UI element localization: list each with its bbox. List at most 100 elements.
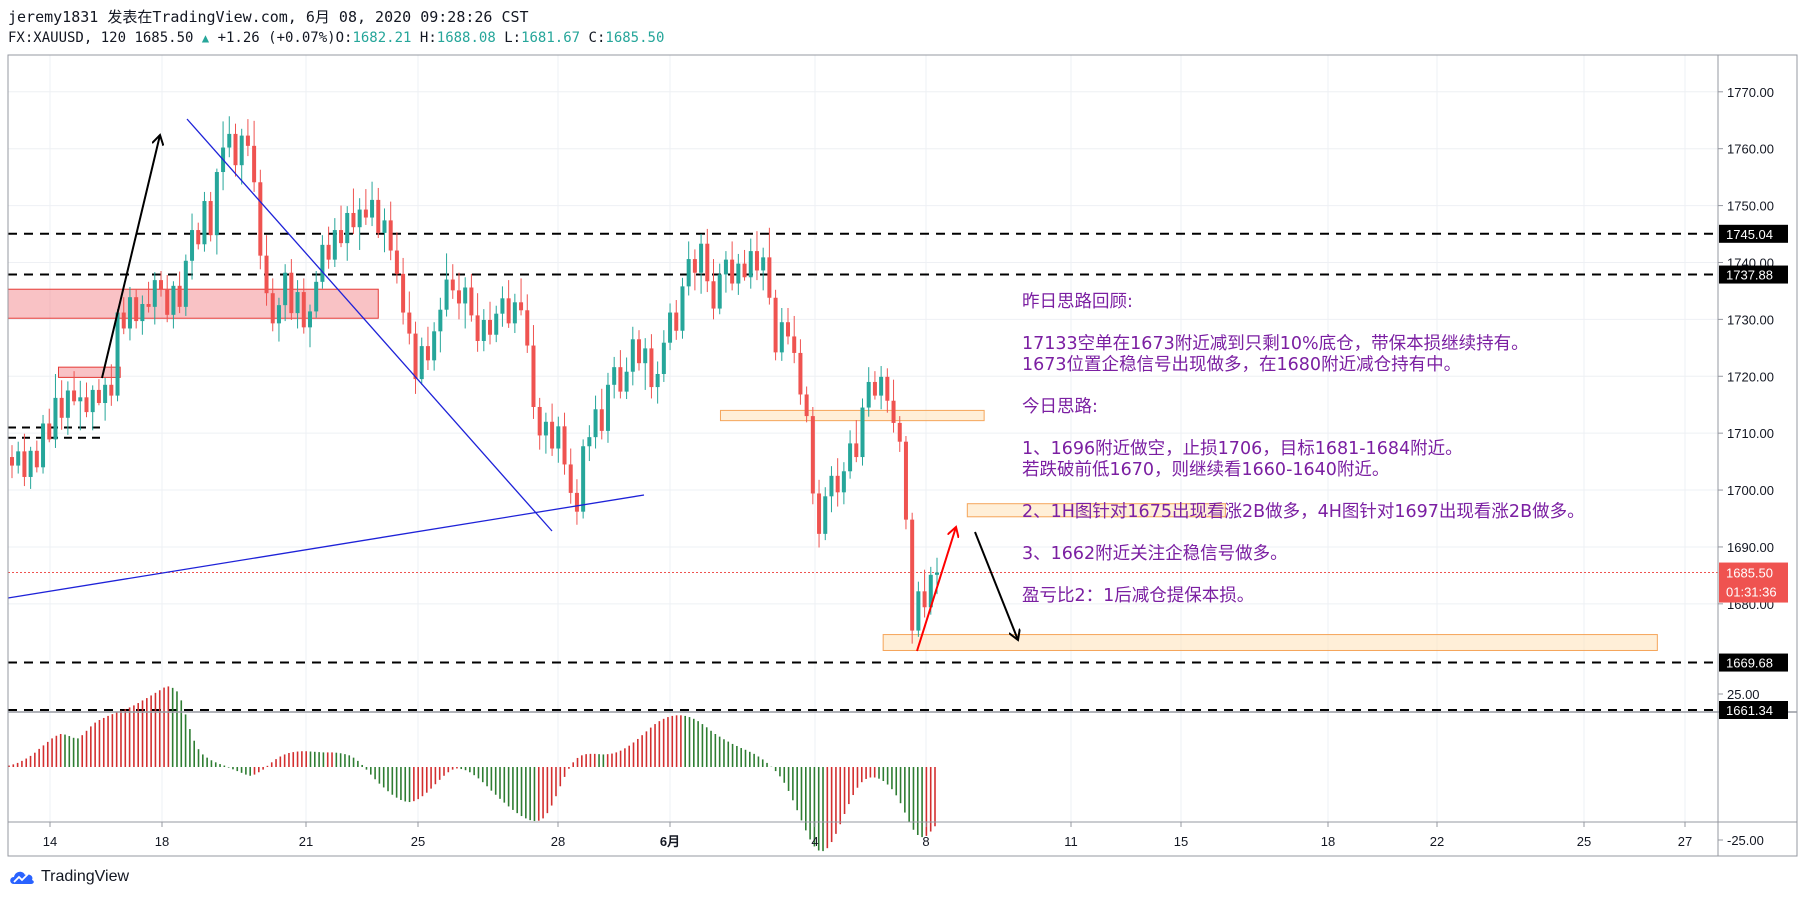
candle-body (587, 437, 592, 447)
candle-body (109, 384, 114, 396)
level-label-bg (1719, 224, 1788, 243)
notes-item-1a: 1、1696附近做空，止损1706，目标1681-1684附近。 (1022, 439, 1463, 459)
x-tick-label: 8 (922, 834, 929, 849)
candle-body (910, 519, 915, 631)
zone-box (57, 366, 121, 378)
last-price: 1685.50 (134, 30, 194, 46)
candle-body (363, 209, 368, 218)
candle-body (177, 285, 182, 307)
candle-body (668, 312, 673, 343)
candle-body (456, 290, 461, 304)
candle-body (115, 312, 120, 396)
notes-review-2: 1673位置企稳信号出现做多，在1680附近减仓持有中。 (1022, 355, 1462, 375)
x-tick-label: 14 (43, 834, 57, 849)
candle-body (59, 397, 64, 418)
close-label: C: (588, 30, 606, 46)
candle-body (370, 199, 375, 218)
x-tick-label: 6月 (660, 834, 680, 849)
candle-body (512, 302, 517, 324)
level-label: 1745.04 (1726, 227, 1773, 242)
candle-body (543, 421, 548, 436)
candle-body (761, 257, 766, 271)
candle-body (903, 441, 908, 520)
candle-body (196, 230, 201, 245)
candle-body (22, 451, 27, 477)
candle-body (475, 315, 480, 341)
candle-body (53, 397, 58, 440)
candle-body (208, 201, 213, 236)
candle-body (165, 289, 170, 315)
candle-body (872, 381, 877, 396)
zone-box (882, 634, 1658, 651)
candle-body (351, 212, 356, 228)
candle-body (283, 272, 288, 306)
candle-body (786, 322, 791, 337)
notes-today-title: 今日思路: (1022, 397, 1098, 417)
notes-title: 昨日思路回顾: (1022, 292, 1133, 312)
candle-body (711, 281, 716, 309)
y-tick-label: 1710.00 (1727, 426, 1774, 441)
candle-body (742, 263, 747, 278)
candle-body (537, 406, 542, 436)
y-tick-label: 1720.00 (1727, 369, 1774, 384)
candle-body (152, 280, 157, 307)
tradingview-logo[interactable]: TradingView (8, 868, 129, 886)
osc-tick-label: -25.00 (1727, 833, 1764, 848)
notes-review-1: 17133空单在1673附近减到只剩10%底仓，带保本损继续持有。 (1022, 334, 1529, 354)
notes-item-1b: 若跌破前低1670，则继续看1660-1640附近。 (1022, 460, 1390, 480)
x-tick-label: 25 (411, 834, 425, 849)
level-label: 1661.34 (1726, 703, 1773, 718)
candle-body (140, 304, 145, 322)
candle-body (16, 451, 21, 466)
notes-item-3: 3、1662附近关注企稳信号做多。 (1022, 544, 1288, 564)
candle-body (500, 298, 505, 314)
zone-box (7, 288, 379, 319)
candle-body (295, 292, 300, 314)
x-tick-label: 18 (155, 834, 169, 849)
candle-body (866, 381, 871, 408)
candle-body (568, 464, 573, 493)
osc-tick-label: 25.00 (1727, 687, 1760, 702)
candle-body (314, 281, 319, 312)
candle-body (885, 376, 890, 401)
x-tick-label: 4 (811, 834, 818, 849)
candle-body (252, 145, 257, 183)
candle-body (183, 260, 188, 307)
candle-body (258, 182, 263, 256)
symbol-name[interactable]: FX:XAUUSD, 120 (8, 30, 127, 46)
chart-frame (7, 54, 1798, 857)
candle-body (556, 426, 561, 449)
candle-body (28, 450, 33, 477)
candle-body (34, 450, 39, 468)
candle-body (848, 443, 853, 472)
candle-body (270, 293, 275, 324)
candle-body (121, 312, 126, 329)
candle-body (245, 135, 250, 146)
candle-body (444, 279, 449, 310)
candle-body (649, 348, 654, 388)
candle-body (618, 367, 623, 392)
candle-body (345, 212, 350, 244)
candle-body (432, 331, 437, 361)
candle-body (401, 273, 406, 313)
candle-body (289, 272, 294, 314)
y-tick-label: 1750.00 (1727, 199, 1774, 214)
candle-body (829, 475, 834, 497)
candle-body (692, 259, 697, 273)
candle-body (469, 287, 474, 316)
candle-body (494, 313, 499, 335)
candle-body (680, 286, 685, 331)
candle-body (655, 373, 660, 388)
level-label-bg (1719, 653, 1788, 672)
candle-body (717, 274, 722, 309)
current-price-label: 1685.50 (1726, 566, 1773, 581)
candle-body (730, 259, 735, 284)
candle-body (773, 297, 778, 353)
candle-body (158, 280, 163, 290)
candle-body (72, 390, 77, 402)
y-tick-label: 1770.00 (1727, 85, 1774, 100)
candle-body (643, 348, 648, 364)
candle-body (326, 244, 331, 260)
candle-body (779, 322, 784, 353)
